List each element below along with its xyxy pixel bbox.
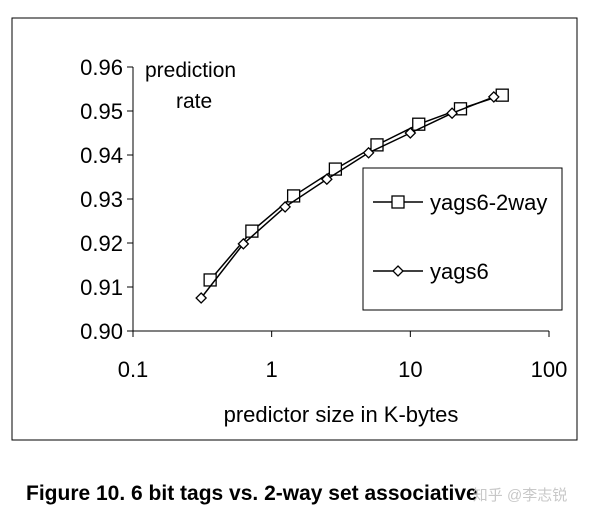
y-tick-label: 0.94 [80, 143, 123, 168]
x-tick-label: 100 [531, 357, 568, 382]
diamond-marker [195, 292, 208, 304]
y-tick-label: 0.95 [80, 99, 123, 124]
series-line [200, 96, 495, 299]
diamond-marker [279, 201, 292, 213]
x-tick-label: 1 [266, 357, 278, 382]
y-tick-label: 0.90 [80, 319, 123, 344]
square-marker [286, 189, 301, 203]
figure-caption: Figure 10. 6 bit tags vs. 2-way set asso… [26, 482, 478, 505]
chart-frame [11, 17, 578, 441]
square-marker [245, 224, 259, 238]
legend-box [362, 167, 563, 311]
series-yags6 [195, 91, 500, 304]
diamond-marker [487, 91, 500, 103]
legend-item: yags6-2way [373, 190, 547, 215]
legend-item: yags6 [373, 259, 489, 284]
diamond-marker [404, 127, 417, 139]
y-axis-label-line1: prediction [145, 59, 236, 82]
diamond-marker [392, 265, 404, 277]
y-tick-label: 0.91 [80, 275, 123, 300]
x-axis-label: predictor size in K-bytes [224, 402, 459, 427]
y-tick-label: 0.93 [80, 187, 123, 212]
square-marker [495, 88, 509, 102]
watermark: 知乎 @李志锐 [473, 487, 567, 504]
x-tick-label: 10 [398, 357, 422, 382]
diamond-marker [362, 146, 375, 159]
diamond-marker [320, 173, 333, 186]
diamond-marker [237, 237, 250, 250]
legend-label: yags6 [430, 259, 489, 284]
y-tick-label: 0.92 [80, 231, 123, 256]
square-marker [391, 195, 405, 209]
y-tick-label: 0.96 [80, 55, 123, 80]
diamond-marker [446, 107, 458, 120]
y-axis-label-line2: rate [176, 90, 212, 113]
x-tick-label: 0.1 [118, 357, 149, 382]
legend-label: yags6-2way [430, 190, 547, 215]
